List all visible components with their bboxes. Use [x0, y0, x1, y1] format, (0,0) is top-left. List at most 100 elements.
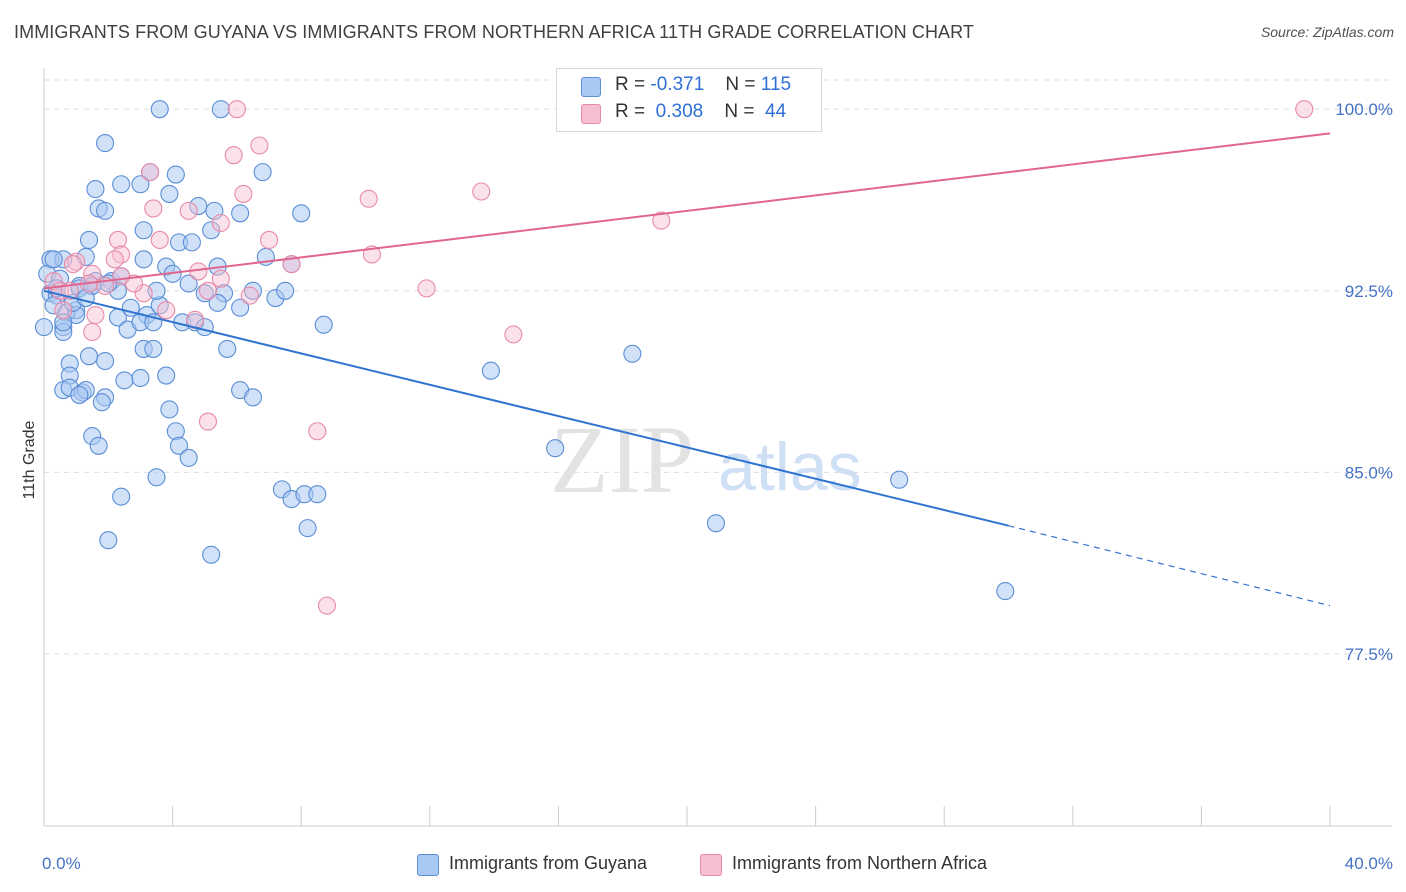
- y-tick-label: 85.0%: [1345, 463, 1393, 482]
- data-point-guyana: [253, 163, 272, 182]
- data-point-guyana: [218, 339, 237, 358]
- series-label-guyana: Immigrants from Guyana: [449, 853, 648, 873]
- data-point-northern-africa: [54, 301, 73, 320]
- legend-r-label: R =: [615, 74, 646, 95]
- data-point-northern-africa: [259, 230, 279, 249]
- data-point-guyana: [131, 368, 150, 388]
- legend-text-guyana: R = -0.371 N = 115: [615, 74, 791, 96]
- series-label-northern-africa: Immigrants from Northern Africa: [732, 853, 988, 873]
- data-point-guyana: [195, 284, 214, 303]
- data-point-guyana: [314, 315, 333, 334]
- chart-title: IMMIGRANTS FROM GUYANA VS IMMIGRANTS FRO…: [14, 22, 975, 42]
- data-point-guyana: [96, 201, 115, 220]
- correlation-legend: R = -0.371 N = 115 R = 0.308 N = 44: [556, 68, 822, 132]
- data-point-guyana: [134, 250, 153, 269]
- data-point-guyana: [308, 485, 327, 504]
- data-point-guyana: [144, 339, 163, 358]
- data-point-guyana: [179, 274, 198, 293]
- data-point-northern-africa: [1295, 100, 1314, 119]
- trend-lines: [43, 132, 1331, 607]
- legend-n-value: 115: [760, 74, 792, 95]
- series-legend: Immigrants from Guyana Immigrants from N…: [0, 851, 1406, 879]
- data-point-northern-africa: [179, 201, 198, 220]
- data-point-guyana: [96, 134, 115, 153]
- legend-n-label: N =: [725, 74, 756, 95]
- data-point-guyana: [79, 347, 99, 366]
- data-point-northern-africa: [224, 146, 243, 165]
- axes: [43, 68, 1392, 827]
- data-point-guyana: [169, 436, 189, 455]
- data-point-guyana: [623, 344, 642, 363]
- data-point-northern-africa: [108, 230, 127, 249]
- data-point-northern-africa: [198, 412, 218, 431]
- data-point-northern-africa: [652, 211, 671, 230]
- data-point-guyana: [79, 230, 99, 249]
- data-point-guyana: [292, 204, 311, 223]
- data-point-guyana: [150, 100, 169, 119]
- data-point-northern-africa: [211, 269, 230, 288]
- watermark-zip: ZIP: [550, 406, 694, 513]
- data-point-guyana: [147, 468, 166, 487]
- data-point-northern-africa: [317, 596, 336, 615]
- data-point-guyana: [112, 175, 131, 194]
- data-point-guyana: [44, 250, 63, 269]
- data-point-northern-africa: [63, 255, 82, 274]
- data-point-guyana: [134, 221, 153, 240]
- legend-r-value: -0.371: [650, 74, 705, 95]
- data-point-northern-africa: [134, 284, 153, 303]
- data-point-guyana: [276, 281, 295, 300]
- gridlines: [44, 79, 1394, 655]
- data-point-guyana: [160, 184, 179, 203]
- data-point-guyana: [157, 366, 176, 385]
- data-point-northern-africa: [157, 301, 176, 320]
- data-point-guyana: [202, 545, 221, 564]
- data-point-northern-africa: [227, 100, 246, 119]
- tick-labels: 100.0% 92.5% 85.0% 77.5% 0.0% 40.0%: [42, 100, 1393, 873]
- data-point-guyana: [231, 204, 250, 223]
- y-tick-label: 92.5%: [1345, 282, 1393, 301]
- data-point-northern-africa: [240, 286, 259, 305]
- data-point-northern-africa: [504, 325, 523, 344]
- data-point-guyana: [243, 388, 263, 407]
- data-point-guyana: [92, 393, 111, 412]
- legend-swatch-blue: [581, 77, 601, 97]
- y-tick-label: 77.5%: [1345, 645, 1393, 664]
- data-point-guyana: [99, 531, 118, 550]
- x-tick-label: 0.0%: [42, 854, 81, 873]
- data-point-guyana: [166, 165, 185, 184]
- data-point-guyana: [890, 470, 909, 489]
- data-point-northern-africa: [359, 189, 378, 208]
- data-point-northern-africa: [198, 281, 218, 300]
- data-point-northern-africa: [141, 163, 160, 182]
- data-point-northern-africa: [86, 305, 105, 325]
- data-point-northern-africa: [472, 182, 491, 201]
- data-point-northern-africa: [308, 422, 327, 441]
- series-swatch-blue: [417, 854, 439, 876]
- series-swatch-pink: [700, 854, 722, 876]
- legend-n-value: 44: [765, 101, 787, 122]
- data-point-guyana: [96, 351, 115, 371]
- data-point-guyana: [202, 221, 221, 240]
- data-point-northern-africa: [417, 279, 436, 298]
- source-credit: Source: ZipAtlas.com: [1260, 24, 1394, 40]
- watermark: ZIP atlas: [550, 406, 862, 513]
- y-axis-label: 11th Grade: [21, 420, 38, 499]
- data-point-northern-africa: [67, 252, 86, 271]
- data-point-guyana: [160, 400, 179, 419]
- data-point-guyana: [996, 582, 1015, 601]
- data-point-guyana: [112, 487, 131, 506]
- legend-text-northern-africa: R = 0.308 N = 44: [615, 101, 786, 123]
- data-point-guyana: [243, 281, 263, 300]
- data-point-northern-africa: [83, 322, 102, 342]
- x-tick-label: 40.0%: [1345, 854, 1393, 873]
- data-point-northern-africa: [234, 184, 253, 203]
- data-point-guyana: [208, 293, 227, 312]
- data-point-northern-africa: [105, 250, 124, 269]
- trend-line-guyana: [43, 289, 1009, 527]
- data-point-guyana: [70, 385, 89, 404]
- data-point-guyana: [546, 439, 565, 458]
- data-point-guyana: [131, 175, 150, 194]
- data-point-guyana: [211, 100, 230, 119]
- data-point-guyana: [179, 448, 198, 467]
- data-point-guyana: [86, 180, 105, 199]
